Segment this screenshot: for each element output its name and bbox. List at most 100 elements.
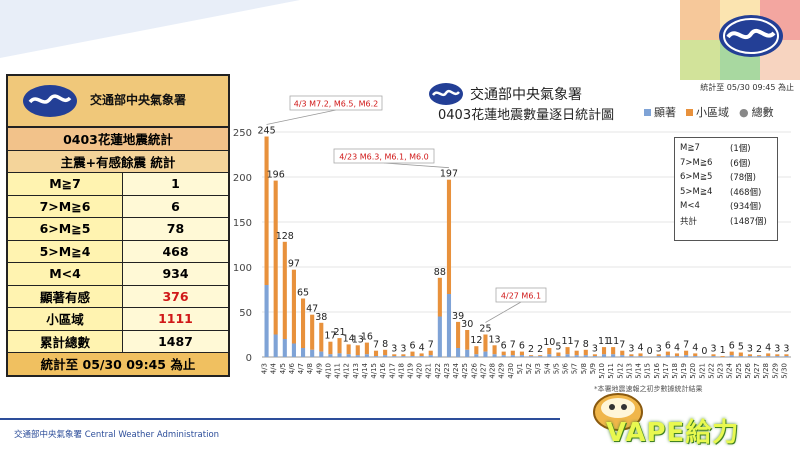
x-tick-label: 5/26 [744, 362, 752, 378]
data-label: 3 [783, 343, 789, 354]
agency-name: 交通部中央氣象署 [90, 93, 187, 107]
x-tick-label: 4/27 [479, 363, 487, 379]
bar-significant [620, 355, 625, 357]
data-label: 3 [656, 343, 662, 354]
table-row: 顯著有感 376 [8, 285, 228, 308]
data-label: 14 [343, 333, 355, 344]
data-label: 5 [738, 342, 744, 353]
x-tick-label: 5/8 [580, 363, 588, 374]
corner-decoration [0, 0, 300, 58]
bar-small-area [693, 353, 698, 357]
x-tick-label: 4/15 [370, 363, 378, 379]
bar-small-area [556, 352, 561, 357]
agency-logo-icon [719, 15, 783, 57]
data-label: 17 [324, 331, 336, 342]
bar-significant [592, 356, 597, 357]
bar-small-area [291, 269, 296, 344]
bar-small-area [310, 314, 315, 350]
x-tick-label: 5/12 [616, 363, 624, 379]
x-tick-label: 5/1 [516, 363, 524, 374]
chart-legend: 顯著 小區域 ● 總數 [644, 104, 774, 120]
bar-significant [747, 356, 753, 357]
bar-significant [492, 354, 497, 357]
bar-small-area [355, 345, 360, 356]
magnitude-row: 6>M≧5 (78個) [680, 172, 756, 184]
bar-small-area [428, 350, 433, 356]
data-label: 5 [555, 342, 561, 353]
x-tick-label: 4/11 [334, 363, 342, 379]
bar-small-area [337, 338, 342, 354]
bar-small-area [474, 346, 479, 355]
bar-small-area [656, 354, 661, 357]
data-label: 0 [647, 346, 653, 357]
data-label: 7 [373, 340, 379, 351]
data-label: 4 [692, 342, 698, 353]
x-tick-label: 4/5 [279, 363, 287, 374]
x-tick-label: 5/5 [552, 363, 560, 374]
bar-small-area [611, 347, 616, 355]
bar-small-area [738, 352, 743, 357]
table-row: 5>M≧4 468 [8, 240, 228, 263]
bar-small-area [592, 354, 597, 357]
x-tick-label: 4/3 [261, 363, 269, 374]
x-tick-label: 4/20 [416, 363, 424, 379]
x-tick-label: 4/29 [498, 363, 506, 379]
annotation-box [495, 287, 547, 303]
data-label: 6 [501, 341, 507, 352]
annotation-leader [266, 109, 337, 125]
bar-small-area [775, 354, 780, 357]
magnitude-row: 共計 (1487個) [680, 216, 767, 227]
data-label: 4 [419, 342, 425, 353]
clam-mascot-icon [593, 393, 643, 431]
x-tick-label: 5/16 [653, 362, 661, 378]
bar-small-area [547, 348, 552, 355]
bar-significant [373, 356, 379, 357]
bar-significant [611, 354, 616, 357]
bar-small-area [383, 349, 388, 356]
x-tick-label: 5/13 [625, 363, 633, 379]
bar-small-area [419, 353, 424, 357]
x-tick-label: 5/18 [671, 363, 679, 379]
x-tick-label: 4/24 [452, 362, 460, 378]
data-label: 11 [607, 336, 619, 347]
x-tick-label: 5/29 [771, 363, 779, 379]
table-row: 小區域 1111 [8, 308, 228, 331]
annotation-box [289, 95, 383, 111]
bar-small-area [519, 351, 524, 356]
x-tick-label: 4/30 [507, 363, 515, 379]
data-label: 7 [428, 340, 434, 351]
agency-logo-icon [23, 85, 77, 117]
bar-small-area [437, 277, 442, 317]
bar-small-area [410, 351, 415, 357]
table-row: 7>M≧6 6 [8, 195, 228, 218]
x-tick-label: 4/26 [470, 362, 478, 378]
data-label: 3 [391, 343, 397, 354]
data-label: 16 [361, 332, 373, 343]
statistics-table: 交通部中央氣象署 0403花蓮地震統計 主震+有感餘震 統計 M≧7 1 7>M≧… [6, 74, 230, 377]
x-tick-label: 5/15 [644, 363, 652, 379]
bar-small-area [665, 351, 670, 356]
bar-significant [738, 356, 743, 357]
bar-significant [629, 356, 634, 357]
bar-small-area [446, 179, 452, 294]
data-label: 3 [774, 343, 780, 354]
x-tick-label: 5/23 [717, 363, 725, 379]
x-tick-label: 5/30 [780, 363, 788, 379]
x-tick-label: 4/6 [288, 362, 296, 374]
x-tick-label: 5/22 [707, 363, 715, 379]
bar-small-area [346, 344, 351, 355]
x-tick-label: 5/20 [689, 363, 697, 379]
x-tick-label: 4/16 [379, 362, 387, 378]
bar-significant [784, 356, 789, 357]
x-tick-label: 4/23 [443, 363, 451, 379]
legend-item: 顯著 [644, 104, 676, 120]
bar-small-area [674, 353, 680, 357]
bar-small-area [319, 322, 324, 352]
bar-significant [291, 343, 296, 357]
bar-small-area [456, 321, 461, 348]
footer-credit: 交通部中央氣象署 Central Weather Administration [14, 430, 220, 440]
bar-significant [729, 355, 734, 357]
x-tick-label: 4/19 [406, 363, 414, 379]
x-tick-label: 5/3 [534, 363, 542, 374]
bar-significant [337, 353, 342, 357]
